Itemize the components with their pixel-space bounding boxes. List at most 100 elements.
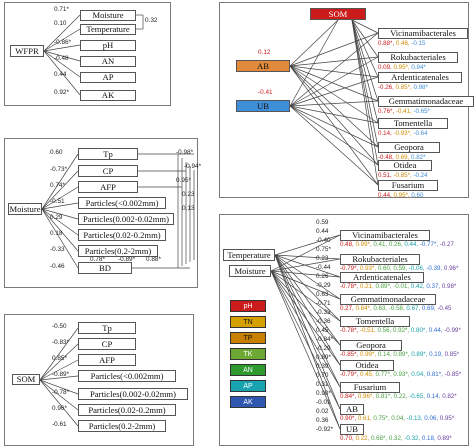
- right-coefficient: -0.98*: [176, 149, 194, 156]
- correlation-value: -0.99*: [444, 327, 461, 334]
- connector-line: [274, 254, 341, 410]
- correlation-value: 0.67,: [406, 305, 422, 312]
- som-path: [39, 379, 79, 411]
- correlation-value: -0.24: [413, 172, 428, 179]
- correlation-value: -0.32,: [404, 435, 422, 442]
- taxon-node: Ardenticatenales: [378, 72, 462, 83]
- node-target: Particles(0.002-0.02mm): [78, 388, 188, 400]
- moisture-path: [41, 208, 79, 252]
- correlation-value: 0.92*,: [392, 327, 411, 334]
- correlation-value: 0.59,: [393, 265, 409, 272]
- connector-line: [351, 19, 379, 78]
- som-path: [39, 359, 79, 381]
- connector-line: [289, 105, 379, 124]
- path-coefficient: 0.36: [316, 417, 329, 424]
- taxon-coefficients: -0.79*, 0.93*, 0.60, 0.59, -0.06, -0.39,…: [340, 265, 458, 272]
- path-coefficient: -0.36: [316, 318, 331, 325]
- node-ap: AP: [80, 72, 136, 83]
- connector-line: [274, 254, 341, 430]
- legend-an: AN: [230, 364, 266, 376]
- correlation-value: 0.61,: [357, 415, 374, 422]
- correlation-value: 0.63,: [373, 305, 389, 312]
- correlation-value: -0.41,: [395, 108, 414, 115]
- legend-ap: AP: [230, 380, 266, 392]
- right-coefficient: -0.94*: [184, 163, 202, 170]
- path-coefficient: 0.26: [316, 273, 329, 280]
- ub-coefficient: -0.41: [258, 89, 273, 96]
- correlation-value: 0.70,: [340, 435, 356, 442]
- temperature-node: Temperature: [223, 249, 275, 261]
- path-coefficient: 0.92*: [54, 89, 69, 96]
- node-ak: AK: [80, 90, 136, 101]
- correlation-value: 0.04,: [391, 415, 407, 422]
- node-target: CP: [78, 338, 136, 350]
- connector-line: [289, 19, 339, 107]
- som-path: [39, 343, 79, 381]
- connector-line: [270, 270, 341, 430]
- taxon-coefficients: 0.84*, 0.96*, 0.81*, 0.22, -0.65, 0.14, …: [340, 393, 457, 400]
- taxon-node: Fusarium: [378, 180, 438, 191]
- taxon-node: Tomentella: [378, 118, 448, 129]
- connector-line: [289, 105, 379, 186]
- correlation-value: 0.69,: [421, 305, 438, 312]
- connector-line: [274, 254, 341, 388]
- connector-line: [274, 254, 341, 300]
- node-an: AN: [80, 56, 136, 67]
- taxon-coefficients: 0.70, 0.22, 0.68*, 0.32, -0.32, 0.18, 0.…: [340, 435, 452, 442]
- correlation-value: 0.26,: [388, 241, 405, 248]
- bottom-coefficient: 0.88*: [146, 256, 161, 263]
- taxon-coefficients: 0.76*, -0.41, -0.65*: [378, 108, 430, 115]
- path-coefficient: -0.29: [316, 282, 331, 289]
- path-coefficient: -0.71: [316, 300, 331, 307]
- wfpr-path: [43, 50, 81, 62]
- connector-line: [351, 19, 379, 102]
- correlation-value: -0.51,: [359, 327, 378, 334]
- node-target: AFP: [78, 181, 138, 193]
- path-coefficient: -0.40: [316, 237, 331, 244]
- right-coefficient: 0.13: [182, 205, 195, 212]
- moisture-node: Moisture: [229, 265, 271, 277]
- path-coefficient: 0.10: [54, 20, 67, 27]
- taxon-node: Tomentella: [340, 316, 410, 327]
- correlation-value: 0.81*,: [375, 393, 394, 400]
- correlation-value: 0.68*,: [370, 435, 389, 442]
- ab-node: AB: [236, 60, 290, 72]
- taxon-node: AB: [340, 404, 364, 415]
- correlation-value: 0.95*,: [393, 192, 412, 199]
- path-coefficient: -0.78*: [52, 389, 70, 396]
- correlation-value: 0.60: [411, 192, 424, 199]
- correlation-value: -0.01,: [393, 283, 411, 290]
- correlation-value: 0.98*: [413, 84, 428, 91]
- taxon-node: Vicinamibacterales: [340, 230, 430, 241]
- path-coefficient: -0.51: [50, 198, 65, 205]
- correlation-value: -0.79*,: [340, 265, 360, 272]
- ub-node: UB: [236, 100, 290, 112]
- connector-line: [289, 105, 379, 166]
- taxon-node: Rokubacteriales: [378, 52, 458, 63]
- correlation-value: -0.39,: [426, 265, 444, 272]
- cross-coefficient: 0.32: [145, 17, 158, 24]
- taxon-node: Otidea: [340, 360, 394, 371]
- moisture-path: [41, 153, 79, 210]
- connector-line: [289, 32, 379, 67]
- correlation-value: 0.18,: [421, 435, 438, 442]
- correlation-value: 0.27,: [340, 305, 356, 312]
- path-coefficient: 0.60: [50, 149, 63, 156]
- path-coefficient: -0.89*: [52, 371, 70, 378]
- node-target: BD: [78, 262, 132, 274]
- path-coefficient: 0.89*: [316, 354, 331, 361]
- bottom-coefficient: 0.78*: [90, 256, 105, 263]
- path-coefficient: -0.84*: [316, 336, 334, 343]
- correlation-value: -0.78*,: [340, 283, 360, 290]
- path-coefficient: 0.85*: [52, 355, 67, 362]
- correlation-value: 0.89*,: [375, 283, 394, 290]
- path-coefficient: 0.74*: [50, 182, 65, 189]
- connector-line: [289, 19, 339, 67]
- som-node: SOM: [12, 374, 40, 385]
- path-coefficient: 0.18: [50, 230, 63, 237]
- moisture-path: [41, 208, 79, 220]
- correlation-value: -0.15: [411, 40, 426, 47]
- correlation-value: -0.93*,: [393, 130, 414, 137]
- correlation-value: 0.60,: [377, 265, 394, 272]
- path-coefficient: 0.59: [316, 219, 329, 226]
